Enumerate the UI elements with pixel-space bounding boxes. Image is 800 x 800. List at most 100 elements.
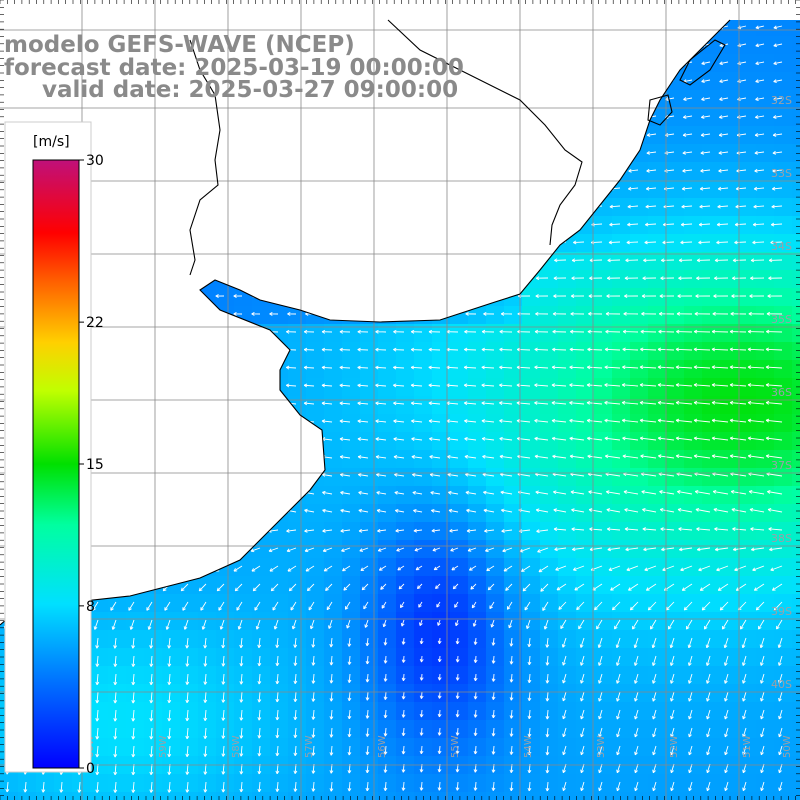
wind-cell	[270, 270, 289, 289]
wind-arrow	[742, 745, 747, 756]
wind-arrow	[538, 204, 549, 209]
wind-cell	[414, 666, 433, 685]
wind-cell	[576, 774, 595, 793]
wind-arrow	[304, 547, 315, 553]
wind-cell	[486, 342, 505, 361]
wind-cell	[288, 252, 307, 271]
wind-arrow	[178, 455, 189, 459]
wind-cell	[306, 738, 325, 757]
wind-cell	[720, 630, 739, 649]
wind-arrow	[162, 204, 171, 209]
wind-cell	[720, 108, 739, 127]
wind-arrow	[214, 347, 225, 352]
wind-cell	[414, 180, 433, 199]
wind-cell	[414, 216, 433, 235]
wind-arrow	[752, 240, 765, 245]
wind-arrow	[413, 204, 423, 209]
wind-arrow	[275, 691, 280, 703]
wind-arrow	[465, 294, 477, 298]
wind-arrow	[545, 673, 550, 684]
wind-arrow	[19, 8, 26, 11]
wind-cell	[180, 288, 199, 307]
wind-arrow	[729, 365, 747, 370]
wind-cell	[738, 0, 757, 19]
wind-arrow	[455, 637, 460, 645]
wind-cell	[252, 468, 271, 487]
wind-arrow	[142, 437, 153, 442]
wind-arrow	[432, 43, 441, 47]
wind-cell	[540, 162, 559, 181]
longitude-label: 57W	[304, 735, 315, 758]
wind-arrow	[640, 454, 657, 459]
wind-arrow	[306, 583, 315, 592]
wind-cell	[378, 576, 397, 595]
wind-cell	[252, 720, 271, 739]
wind-arrow	[414, 150, 423, 155]
wind-cell	[468, 306, 487, 325]
wind-arrow	[142, 473, 153, 477]
wind-cell	[612, 558, 631, 577]
wind-cell	[324, 738, 343, 757]
wind-cell	[342, 540, 361, 559]
wind-arrow	[413, 240, 423, 245]
wind-cell	[108, 486, 127, 505]
wind-arrow	[499, 365, 513, 370]
wind-arrow	[768, 527, 783, 531]
wind-arrow	[735, 186, 747, 191]
wind-cell	[288, 198, 307, 217]
wind-cell	[540, 414, 559, 433]
wind-cell	[252, 270, 271, 289]
wind-arrow	[554, 547, 567, 552]
wind-arrow	[216, 240, 225, 245]
wind-arrow	[509, 781, 514, 792]
wind-arrow	[598, 709, 603, 720]
wind-arrow	[113, 691, 118, 704]
wind-arrow	[700, 133, 711, 137]
wind-arrow	[719, 61, 729, 66]
wind-cell	[630, 774, 649, 793]
wind-arrow	[412, 258, 423, 263]
wind-cell	[360, 216, 379, 235]
wind-cell	[684, 252, 703, 271]
wind-cell	[90, 702, 109, 721]
wind-arrow	[251, 312, 261, 316]
wind-arrow	[432, 25, 441, 29]
wind-cell	[792, 630, 800, 649]
wind-cell	[414, 720, 433, 739]
wind-arrow	[95, 763, 100, 776]
wind-arrow	[203, 745, 208, 757]
wind-cell	[630, 576, 649, 595]
wind-arrow	[196, 347, 207, 352]
wind-arrow	[648, 8, 656, 11]
wind-arrow	[580, 673, 585, 684]
wind-cell	[234, 612, 253, 631]
wind-arrow	[724, 745, 729, 756]
wind-cell	[630, 252, 649, 271]
wind-cell	[756, 36, 775, 55]
wind-cell	[468, 288, 487, 307]
wind-cell	[594, 576, 613, 595]
wind-arrow	[431, 204, 441, 209]
wind-arrow	[126, 25, 135, 29]
wind-arrow	[437, 781, 442, 791]
wind-arrow	[270, 222, 279, 227]
wind-cell	[684, 522, 703, 541]
wind-arrow	[393, 365, 405, 370]
wind-cell	[288, 342, 307, 361]
wind-cell	[558, 468, 577, 487]
wind-arrow	[149, 709, 154, 722]
wind-arrow	[712, 311, 729, 316]
wind-cell	[324, 702, 343, 721]
wind-arrow	[611, 97, 621, 101]
wind-arrow	[560, 619, 567, 630]
wind-arrow	[113, 745, 118, 758]
wind-cell	[540, 450, 559, 469]
wind-arrow	[303, 365, 315, 370]
wind-arrow	[185, 763, 190, 775]
wind-cell	[378, 738, 397, 757]
wind-arrow	[499, 419, 513, 423]
wind-cell	[324, 162, 343, 181]
wind-arrow	[675, 436, 693, 441]
wind-arrow	[214, 490, 225, 495]
wind-cell	[720, 648, 739, 667]
